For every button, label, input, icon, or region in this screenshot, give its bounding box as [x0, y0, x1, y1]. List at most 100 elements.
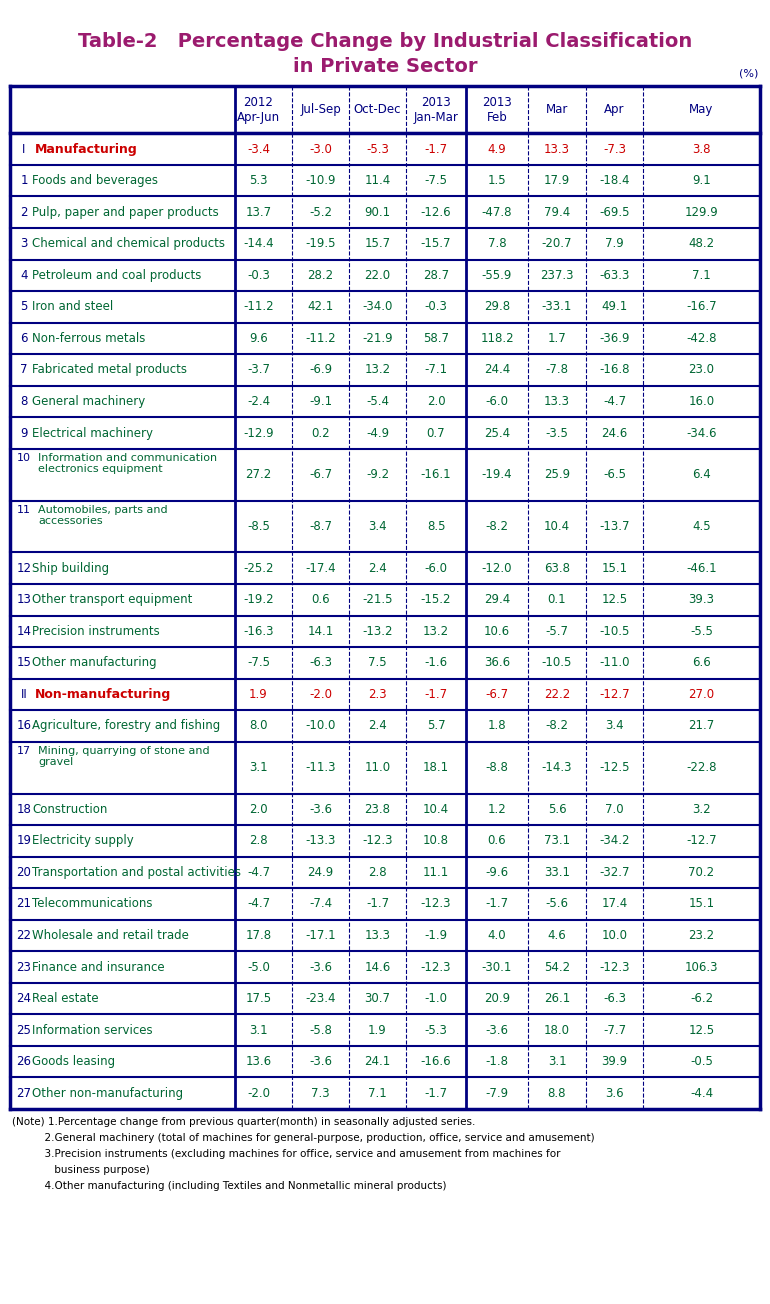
- Text: 7: 7: [20, 364, 28, 377]
- Text: -1.6: -1.6: [424, 656, 447, 669]
- Text: 18.1: 18.1: [423, 762, 449, 775]
- Text: -5.8: -5.8: [309, 1024, 332, 1037]
- Text: -6.0: -6.0: [424, 562, 447, 575]
- Text: Information services: Information services: [32, 1024, 152, 1037]
- Text: -8.2: -8.2: [486, 520, 508, 533]
- Text: 11: 11: [17, 505, 31, 515]
- Text: Real estate: Real estate: [32, 992, 99, 1005]
- Text: Telecommunications: Telecommunications: [32, 897, 152, 910]
- Text: -20.7: -20.7: [542, 237, 572, 250]
- Text: Other non-manufacturing: Other non-manufacturing: [32, 1086, 183, 1099]
- Text: -3.4: -3.4: [247, 142, 270, 155]
- Text: Construction: Construction: [32, 803, 107, 816]
- Text: 2.0: 2.0: [249, 803, 268, 816]
- Text: -23.4: -23.4: [305, 992, 336, 1005]
- Text: 22: 22: [16, 928, 32, 941]
- Text: -19.4: -19.4: [482, 468, 512, 481]
- Text: 12: 12: [16, 562, 32, 575]
- Text: -4.7: -4.7: [247, 866, 270, 879]
- Text: 0.2: 0.2: [311, 426, 330, 439]
- Text: -7.7: -7.7: [603, 1024, 626, 1037]
- Text: 10.6: 10.6: [484, 625, 510, 638]
- Text: -6.3: -6.3: [603, 992, 626, 1005]
- Text: 11.4: 11.4: [364, 175, 390, 188]
- Text: Finance and insurance: Finance and insurance: [32, 961, 165, 974]
- Text: 2.4: 2.4: [368, 562, 387, 575]
- Text: Automobiles, parts and
accessories: Automobiles, parts and accessories: [38, 505, 168, 527]
- Text: 16.0: 16.0: [688, 395, 715, 408]
- Text: 1.2: 1.2: [487, 803, 507, 816]
- Text: 24.1: 24.1: [364, 1055, 390, 1068]
- Text: 17.8: 17.8: [246, 928, 272, 941]
- Text: 58.7: 58.7: [423, 333, 449, 344]
- Text: -46.1: -46.1: [686, 562, 717, 575]
- Text: 90.1: 90.1: [364, 206, 390, 219]
- Text: -5.3: -5.3: [424, 1024, 447, 1037]
- Text: 0.6: 0.6: [487, 835, 507, 848]
- Text: 2.3: 2.3: [368, 689, 387, 700]
- Text: 0.7: 0.7: [427, 426, 445, 439]
- Text: -5.5: -5.5: [690, 625, 713, 638]
- Text: General machinery: General machinery: [32, 395, 146, 408]
- Text: 13.7: 13.7: [246, 206, 272, 219]
- Text: -3.6: -3.6: [309, 961, 332, 974]
- Text: Oct-Dec: Oct-Dec: [353, 103, 401, 116]
- Text: Other manufacturing: Other manufacturing: [32, 656, 156, 669]
- Text: -34.0: -34.0: [363, 300, 393, 313]
- Text: -42.8: -42.8: [686, 333, 717, 344]
- Text: 9.6: 9.6: [249, 333, 268, 344]
- Text: -3.6: -3.6: [309, 1055, 332, 1068]
- Text: 3: 3: [20, 237, 28, 250]
- Text: 8.5: 8.5: [427, 520, 445, 533]
- Text: -13.2: -13.2: [362, 625, 393, 638]
- Text: -8.7: -8.7: [309, 520, 332, 533]
- Text: 3.4: 3.4: [368, 520, 387, 533]
- Text: Electricity supply: Electricity supply: [32, 835, 134, 848]
- Text: -1.0: -1.0: [424, 992, 447, 1005]
- Text: 0.6: 0.6: [311, 593, 330, 606]
- Text: -13.7: -13.7: [599, 520, 630, 533]
- Text: 15: 15: [17, 656, 32, 669]
- Text: 7.9: 7.9: [605, 237, 624, 250]
- Text: 17.4: 17.4: [601, 897, 628, 910]
- Text: -1.7: -1.7: [424, 689, 447, 700]
- Text: -63.3: -63.3: [599, 269, 630, 282]
- Text: -6.7: -6.7: [309, 468, 332, 481]
- Text: 10.8: 10.8: [423, 835, 449, 848]
- Text: -19.5: -19.5: [305, 237, 336, 250]
- Text: 7.3: 7.3: [311, 1086, 330, 1099]
- Text: -12.9: -12.9: [243, 426, 274, 439]
- Text: 6: 6: [20, 333, 28, 344]
- Text: 4.9: 4.9: [487, 142, 507, 155]
- Text: 2.0: 2.0: [427, 395, 445, 408]
- Text: 25.9: 25.9: [544, 468, 570, 481]
- Text: 13.6: 13.6: [246, 1055, 272, 1068]
- Text: 4.Other manufacturing (including Textiles and Nonmetallic mineral products): 4.Other manufacturing (including Textile…: [12, 1181, 447, 1191]
- Text: 18.0: 18.0: [544, 1024, 570, 1037]
- Text: 12.5: 12.5: [601, 593, 628, 606]
- Text: -1.8: -1.8: [486, 1055, 508, 1068]
- Text: -30.1: -30.1: [482, 961, 512, 974]
- Text: Pulp, paper and paper products: Pulp, paper and paper products: [32, 206, 219, 219]
- Text: Electrical machinery: Electrical machinery: [32, 426, 153, 439]
- Text: -0.3: -0.3: [247, 269, 270, 282]
- Text: 2013
Feb: 2013 Feb: [482, 95, 512, 124]
- Text: -18.4: -18.4: [599, 175, 630, 188]
- Text: 3.6: 3.6: [605, 1086, 624, 1099]
- Text: 6.6: 6.6: [692, 656, 711, 669]
- Text: -1.7: -1.7: [366, 897, 389, 910]
- Text: 48.2: 48.2: [688, 237, 715, 250]
- Text: 29.8: 29.8: [484, 300, 510, 313]
- Text: 29.4: 29.4: [484, 593, 510, 606]
- Text: -0.3: -0.3: [424, 300, 447, 313]
- Text: 13.3: 13.3: [544, 142, 570, 155]
- Text: -8.8: -8.8: [486, 762, 508, 775]
- Text: -32.7: -32.7: [599, 866, 630, 879]
- Text: business purpose): business purpose): [12, 1164, 149, 1175]
- Text: 16: 16: [16, 720, 32, 733]
- Text: -22.8: -22.8: [686, 762, 717, 775]
- Text: 14: 14: [16, 625, 32, 638]
- Text: 27.2: 27.2: [246, 468, 272, 481]
- Text: 20.9: 20.9: [484, 992, 510, 1005]
- Text: -5.6: -5.6: [545, 897, 568, 910]
